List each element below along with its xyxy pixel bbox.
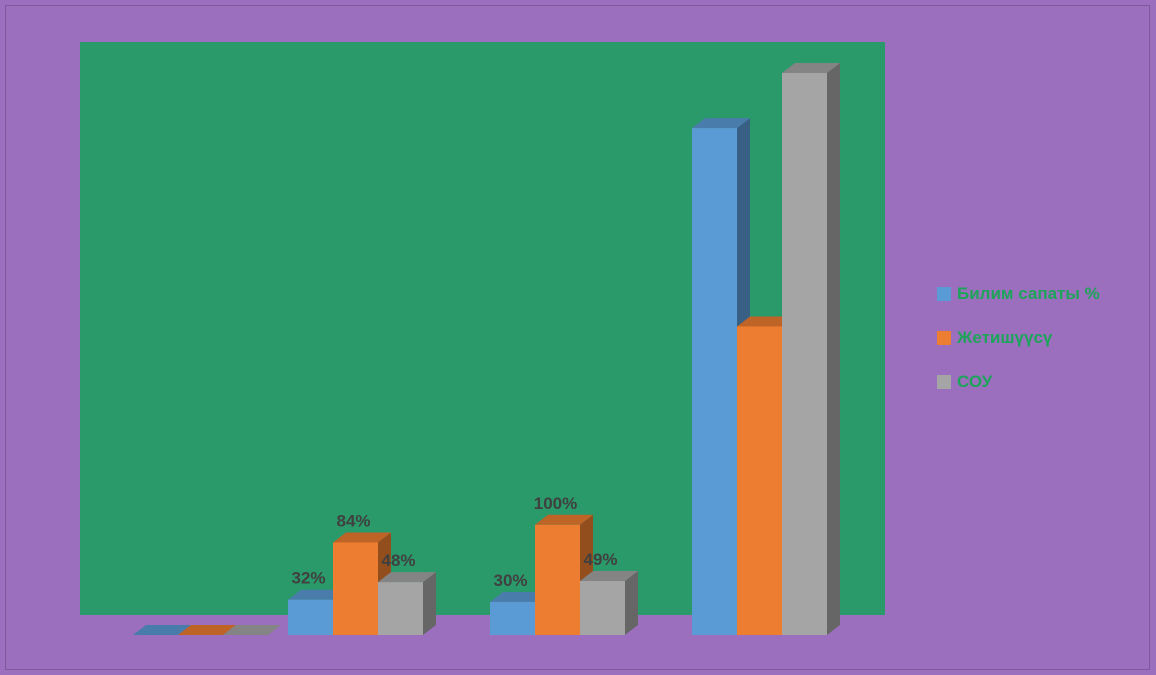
- bar-front-1-2: [378, 582, 423, 635]
- bar-front-3-1: [737, 326, 782, 635]
- legend-swatch-2: [937, 375, 951, 389]
- bars-group: [133, 63, 840, 636]
- bar-front-1-0: [288, 599, 333, 635]
- bar-top-0-2: [223, 625, 281, 635]
- bar-front-2-2: [580, 581, 625, 635]
- bar-top-0-1: [178, 625, 236, 635]
- data-label-1-2: 48%: [381, 551, 415, 570]
- bar-0-0: [133, 625, 191, 635]
- bar-2-1: [535, 514, 593, 635]
- bar-top-1-0: [288, 589, 346, 600]
- data-label-2-1: 100%: [534, 494, 577, 513]
- bar-top-2-1: [535, 514, 593, 525]
- bar-1-1: [333, 532, 391, 635]
- legend-swatch-1: [937, 331, 951, 345]
- legend-item-0: Билим сапаты %: [937, 284, 1100, 304]
- legend-label-1: Жетишүүсү: [957, 328, 1053, 347]
- legend-swatch-0: [937, 287, 951, 301]
- bar-top-1-2: [378, 572, 436, 583]
- bar-1-2: [378, 572, 436, 635]
- bar-side-2-2: [625, 571, 638, 635]
- bar-top-3-1: [737, 316, 795, 327]
- bar-front-3-2: [782, 73, 827, 636]
- legend-label-2: СОУ: [957, 372, 993, 391]
- bar-top-1-1: [333, 532, 391, 543]
- legend: Билим сапаты % Жетишүүсү СОУ: [937, 284, 1100, 416]
- bar-top-3-0: [692, 118, 750, 129]
- bar-front-2-0: [490, 601, 535, 635]
- legend-label-0: Билим сапаты %: [957, 284, 1100, 303]
- bar-top-2-2: [580, 571, 638, 582]
- bar-side-1-2: [423, 572, 436, 635]
- legend-item-1: Жетишүүсү: [937, 328, 1100, 348]
- bar-top-2-0: [490, 591, 548, 602]
- data-label-1-1: 84%: [336, 511, 370, 530]
- bar-front-2-1: [535, 524, 580, 635]
- data-labels-group: 32% 84% 48% 30% 100% 49%: [291, 494, 617, 590]
- bar-front-3-0: [692, 128, 737, 635]
- bar-0-2: [223, 625, 281, 635]
- data-label-2-2: 49%: [583, 550, 617, 569]
- chart-frame: [5, 5, 1150, 670]
- bar-top-3-2: [782, 63, 840, 74]
- data-label-1-0: 32%: [291, 569, 325, 588]
- bar-3-2: [782, 63, 840, 636]
- data-label-2-0: 30%: [493, 571, 527, 590]
- bar-top-0-0: [133, 625, 191, 635]
- bar-0-1: [178, 625, 236, 635]
- bar-side-3-2: [827, 63, 840, 636]
- legend-item-2: СОУ: [937, 372, 1100, 392]
- bar-front-1-1: [333, 542, 378, 635]
- bar-2-2: [580, 571, 638, 635]
